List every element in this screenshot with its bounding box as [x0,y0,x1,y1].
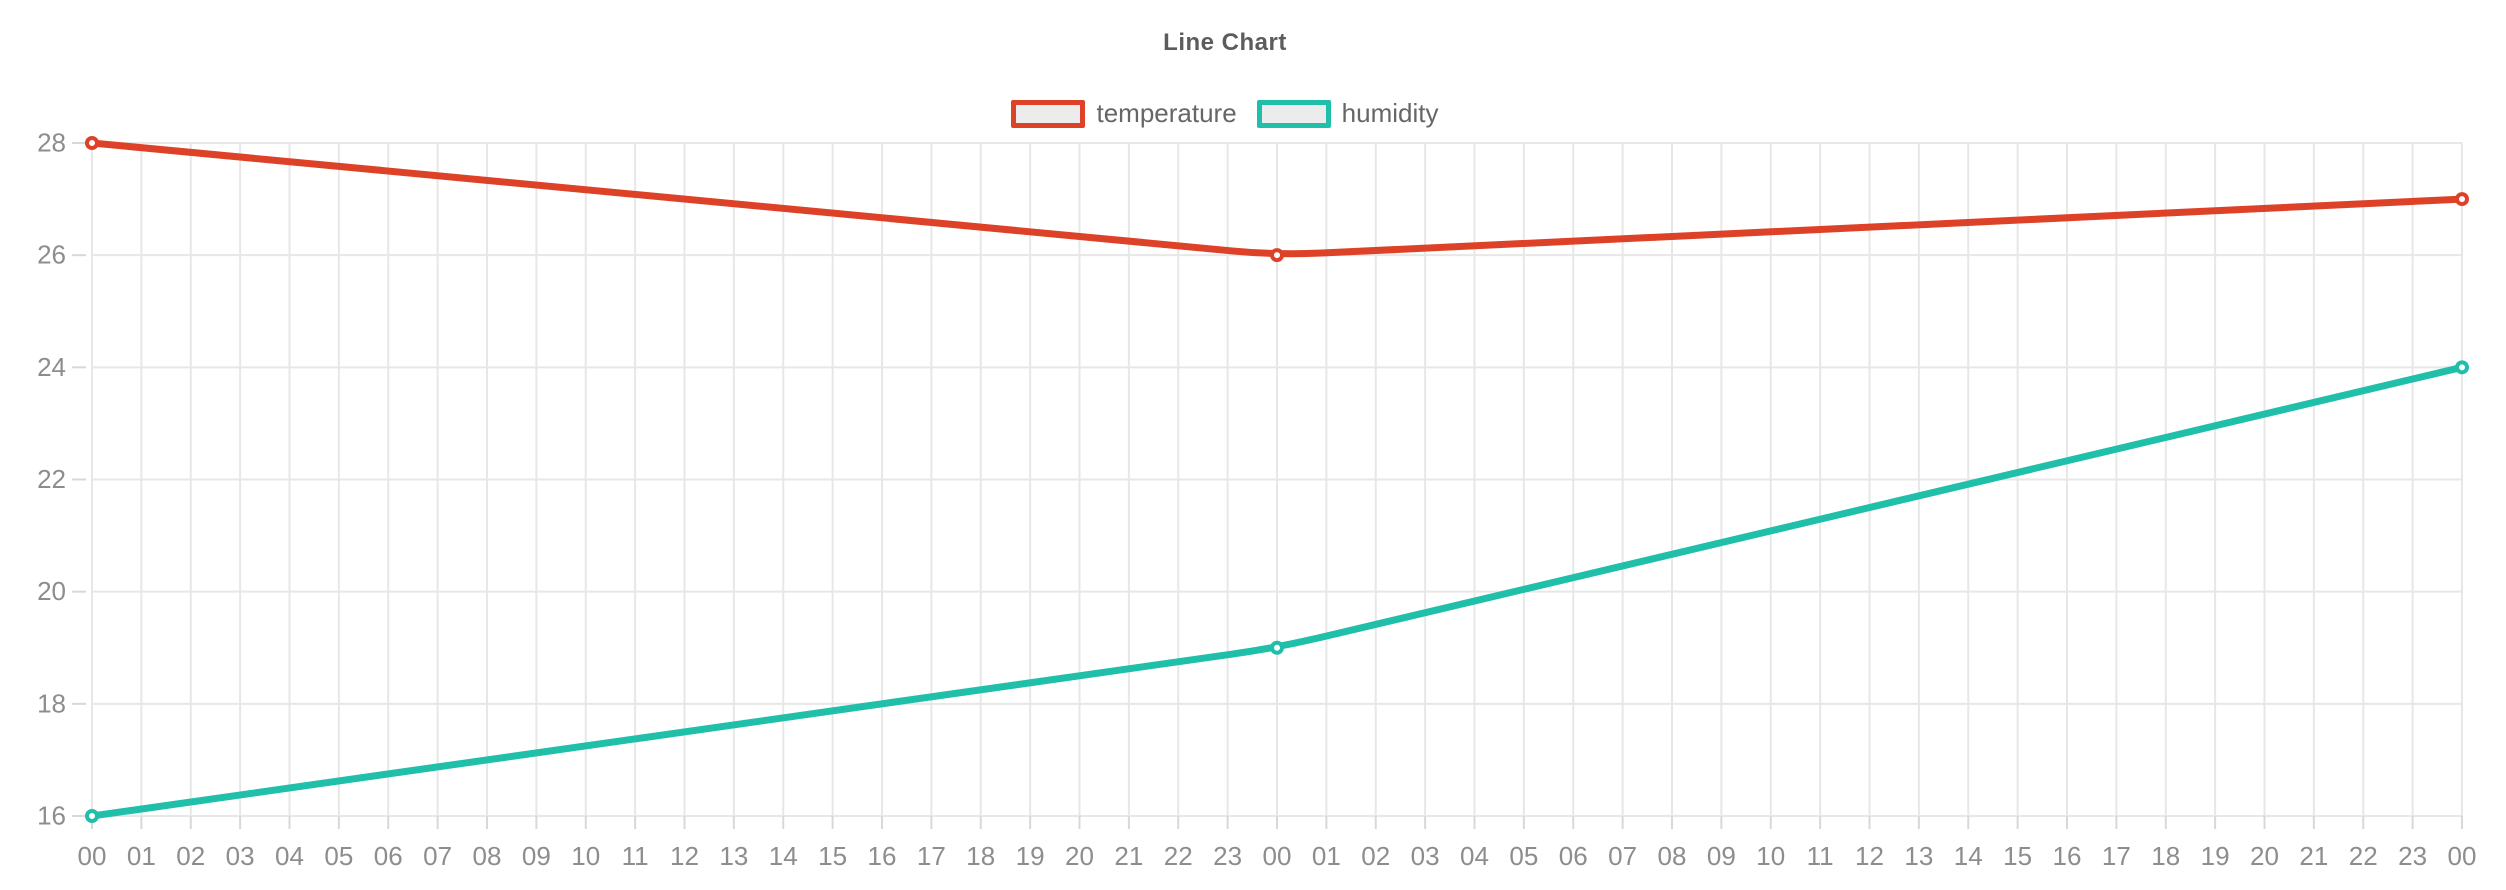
x-tick-label: 16 [2053,841,2082,871]
x-tick-label: 05 [324,841,353,871]
x-tick-label: 18 [966,841,995,871]
series-points-temperature [85,136,2469,263]
x-tick-label: 10 [1756,841,1785,871]
x-tick-label: 22 [2349,841,2378,871]
y-tick-label: 18 [37,688,66,718]
x-tick-label: 19 [2201,841,2230,871]
x-tick-label: 04 [1460,841,1489,871]
x-tick-label: 07 [1608,841,1637,871]
x-tick-label: 01 [1312,841,1341,871]
legend-item-humidity[interactable]: humidity [1256,98,1439,129]
x-tick-label: 21 [1114,841,1143,871]
data-point-temperature-00[interactable] [2455,192,2469,207]
x-tick-label: 11 [1807,841,1834,871]
x-tick-label: 15 [818,841,847,871]
x-tick-label: 06 [1559,841,1588,871]
x-tick-label: 01 [127,841,156,871]
x-tick-label: 04 [275,841,304,871]
x-tick-label: 12 [670,841,699,871]
x-tick-label: 10 [571,841,600,871]
legend-label-humidity: humidity [1341,98,1439,128]
x-tick-label: 08 [473,841,502,871]
x-tick-label: 23 [2398,841,2427,871]
x-tick-label: 03 [1411,841,1440,871]
x-tick-label: 17 [2102,841,2131,871]
y-tick-label: 28 [37,128,66,158]
x-tick-label: 19 [1016,841,1045,871]
data-point-humidity-00[interactable] [2455,360,2469,375]
y-tick-label: 20 [37,576,66,606]
x-tick-label: 22 [1164,841,1193,871]
x-tick-label: 15 [2003,841,2032,871]
x-tick-label: 16 [868,841,897,871]
data-point-humidity-00[interactable] [85,809,99,823]
x-tick-label: 11 [622,841,649,871]
x-tick-label: 09 [522,841,551,871]
x-tick-label: 00 [78,841,107,871]
x-tick-label: 20 [2250,841,2279,871]
x-tick-label: 21 [2299,841,2328,871]
y-tick-label: 26 [37,240,66,270]
x-tick-label: 14 [769,841,798,871]
legend: temperature humidity [1011,98,1439,129]
legend-swatch-humidity [1256,99,1331,128]
x-tick-label: 20 [1065,841,1094,871]
x-tick-label: 05 [1509,841,1538,871]
x-axis-labels: 00 01 02 03 04 05 06 07 08 09 10 11 12 13 14 15 16 17 18 19… [78,841,2477,871]
x-tick-label: 02 [1361,841,1390,871]
x-tick-label: 00 [2448,841,2477,871]
x-tick-label: 03 [226,841,255,871]
y-tick-label: 24 [37,352,66,382]
y-axis-labels: 16 18 20 22 24 26 28 [37,128,66,831]
data-point-humidity-00[interactable] [1270,640,1284,655]
legend-label-temperature: temperature [1096,98,1237,128]
legend-swatch-temperature [1011,99,1086,128]
x-tick-label: 00 [1263,841,1292,871]
legend-item-temperature[interactable]: temperature [1011,98,1237,129]
x-tick-label: 07 [423,841,452,871]
x-tick-label: 14 [1954,841,1983,871]
data-point-temperature-00[interactable] [85,136,99,150]
x-tick-label: 09 [1707,841,1736,871]
x-tick-label: 12 [1855,841,1884,871]
series-points-humidity [85,360,2469,823]
y-axis-ticks [72,142,86,817]
x-tick-label: 13 [719,841,748,871]
x-tick-label: 18 [2151,841,2180,871]
x-tick-label: 08 [1658,841,1687,871]
y-tick-label: 22 [37,464,66,494]
x-tick-label: 06 [374,841,403,871]
y-tick-label: 16 [37,801,66,831]
data-point-temperature-00[interactable] [1270,248,1284,263]
x-tick-label: 02 [176,841,205,871]
x-tick-label: 23 [1213,841,1242,871]
x-axis-ticks [91,816,2463,829]
x-tick-label: 17 [917,841,946,871]
x-tick-label: 13 [1904,841,1933,871]
